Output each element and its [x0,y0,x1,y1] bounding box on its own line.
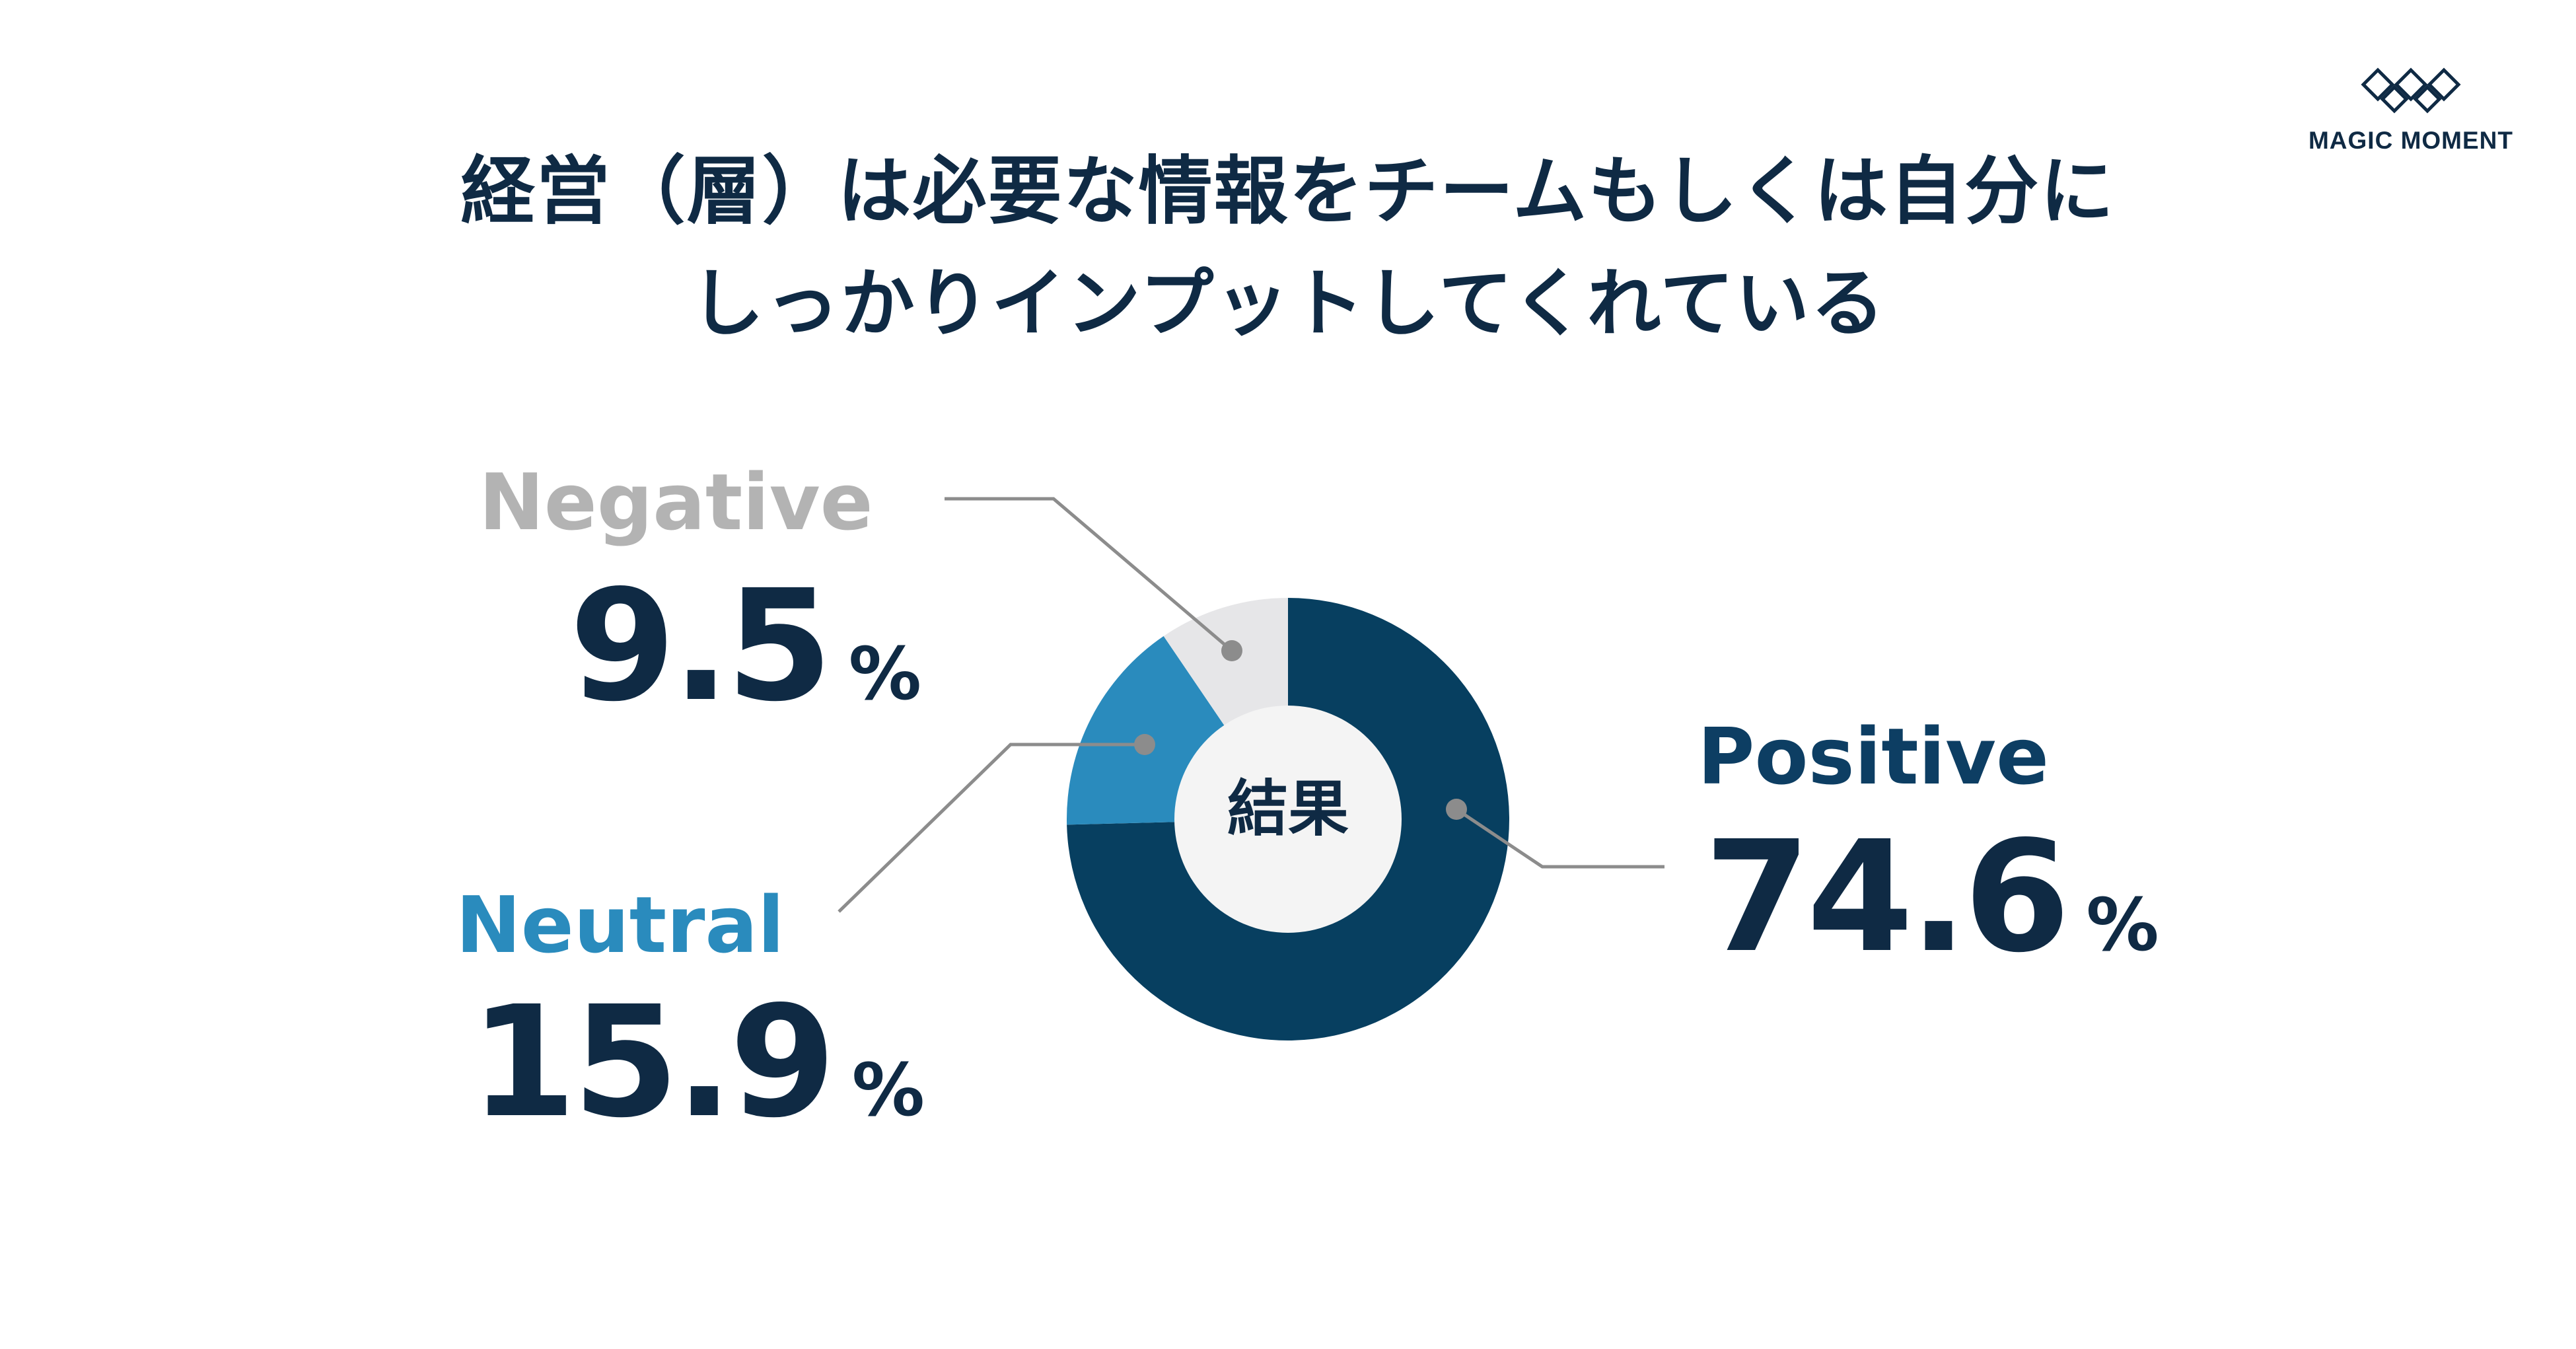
brand-logo: MAGIC MOMENT [2282,66,2540,165]
positive-percentage: 74.6% [1704,820,2159,974]
neutral-percentage: 15.9% [470,986,925,1139]
negative-unit: % [848,632,921,716]
leader-line-negative [945,497,1233,652]
positive-value: 74.6 [1704,808,2070,986]
title-line-2: しっかりインプットしてくれている [690,261,1886,347]
leader-dot-positive [1446,799,1467,820]
positive-unit: % [2086,883,2159,967]
negative-label: Negative [479,456,873,548]
logo-text: MAGIC MOMENT [2308,127,2514,154]
neutral-unit: % [851,1048,925,1132]
title-line-1: 経営（層）は必要な情報をチームもしくは自分に [460,149,2116,235]
donut-hole [1174,706,1402,933]
leader-dot-neutral [1134,734,1155,755]
positive-label: Positive [1698,711,2050,802]
donut-center-label: 結果 [1227,774,1349,844]
leader-dot-negative [1221,640,1242,661]
logo-diamonds-icon [2361,67,2461,114]
leader-line-neutral [838,743,1145,913]
negative-percentage: 9.5% [569,569,921,723]
neutral-label: Neutral [456,879,785,970]
leader-line-positive [1455,807,1664,869]
negative-value: 9.5 [569,557,833,735]
neutral-value: 15.9 [470,973,836,1151]
